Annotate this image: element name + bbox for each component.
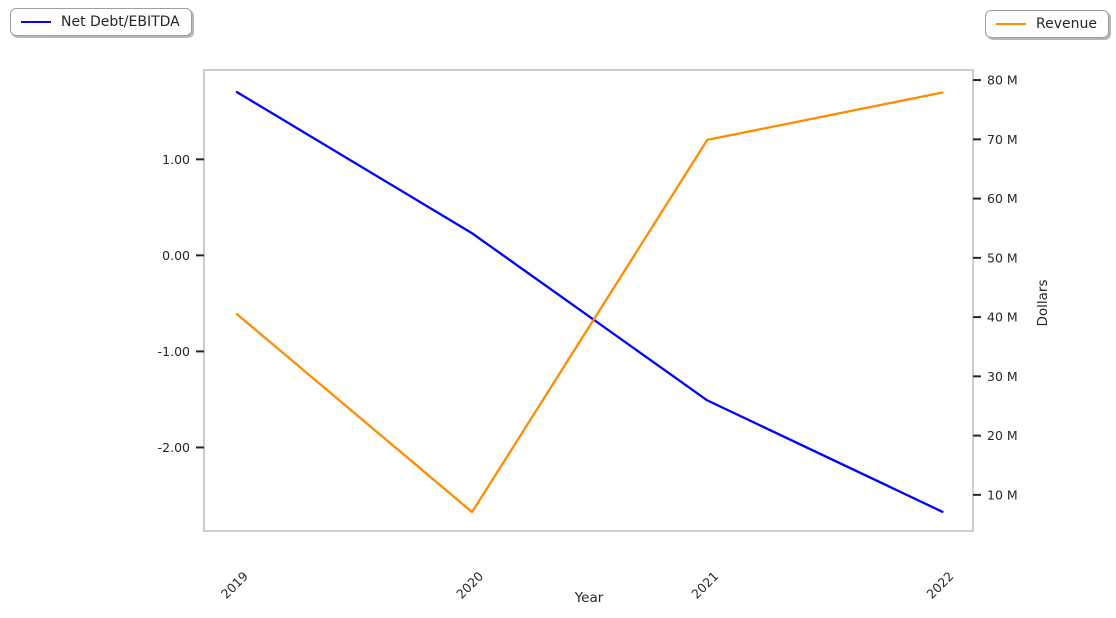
right-y-tick-label: 40 M	[987, 310, 1018, 325]
line-series-1	[235, 91, 944, 514]
right-y-tick-label: 80 M	[987, 73, 1018, 88]
right-y-tick-label: 10 M	[987, 487, 1018, 502]
right-y-tick-label: 20 M	[987, 428, 1018, 443]
plot-border	[203, 69, 974, 532]
legend-label-revenue: Revenue	[1036, 16, 1097, 32]
legend-line-swatch-orange	[996, 23, 1027, 25]
right-y-tick-label: 30 M	[987, 369, 1018, 384]
legend-line-swatch-blue	[21, 21, 51, 23]
line-series-0	[235, 90, 944, 513]
x-tick-label: 2019	[218, 568, 251, 601]
left-y-tick-label: -2.00	[158, 440, 190, 455]
x-tick-label: 2022	[923, 569, 956, 602]
x-axis-label: Year	[574, 590, 604, 606]
right-y-tick-label: 70 M	[987, 132, 1018, 147]
legend-net-debt-ebitda: Net Debt/EBITDA	[10, 8, 192, 36]
left-y-tick-label: 1.00	[162, 152, 190, 167]
right-y-tick-label: 50 M	[987, 250, 1018, 265]
legend-revenue: Revenue	[985, 10, 1109, 38]
axis-ticks: 1.00 0.00 -1.00 -2.00 80 M 70 M 60 M 50 M 40 M 30…	[158, 73, 1018, 602]
legend-label-net-debt-ebitda: Net Debt/EBITDA	[61, 14, 180, 30]
left-y-tick-label: 0.00	[162, 248, 190, 263]
right-y-tick-label: 60 M	[987, 191, 1018, 206]
data-lines	[235, 90, 944, 514]
x-tick-label: 2020	[453, 568, 486, 601]
left-y-tick-label: -1.00	[158, 344, 190, 359]
x-tick-label: 2021	[688, 569, 721, 602]
right-y-axis-label: Dollars	[1035, 279, 1051, 326]
